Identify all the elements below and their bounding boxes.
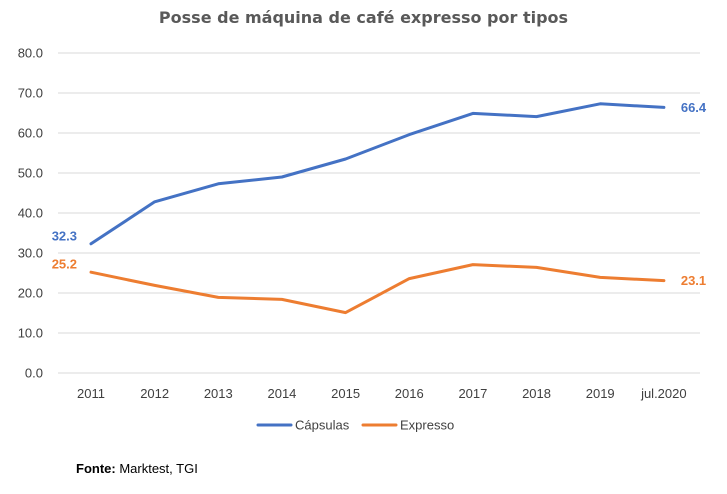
source-text: Marktest, TGI: [115, 461, 198, 476]
y-tick-label: 10.0: [18, 326, 43, 341]
y-tick-label: 50.0: [18, 166, 43, 181]
legend-label: Expresso: [400, 418, 454, 433]
series-line-0: [89, 102, 666, 246]
data-label-start: 25.2: [52, 257, 77, 272]
y-tick-label: 20.0: [18, 286, 43, 301]
x-tick-label: 2011: [77, 386, 105, 401]
series-lines: [89, 102, 666, 315]
y-tick-label: 0.0: [25, 366, 43, 381]
y-tick-label: 80.0: [18, 46, 43, 61]
x-tick-label: 2015: [331, 386, 360, 401]
gridlines: [58, 52, 700, 374]
source-label: Fonte:: [76, 461, 116, 476]
legend: Cápsulas Expresso: [256, 418, 454, 433]
y-tick-label: 70.0: [18, 86, 43, 101]
data-labels: 32.3 66.4 25.2 23.1: [52, 100, 707, 288]
x-tick-label: 2013: [204, 386, 233, 401]
y-tick-label: 40.0: [18, 206, 43, 221]
x-tick-label: 2018: [522, 386, 551, 401]
series-line-1: [89, 263, 666, 315]
chart-title: Posse de máquina de café expresso por ti…: [158, 8, 569, 27]
x-tick-label: 2012: [140, 386, 169, 401]
x-tick-label: 2016: [395, 386, 424, 401]
legend-label: Cápsulas: [295, 418, 350, 433]
source-note: Fonte: Marktest, TGI: [76, 461, 198, 476]
data-label-start: 32.3: [52, 228, 77, 243]
y-tick-label: 60.0: [18, 126, 43, 141]
y-axis-tick-labels: 0.0 10.0 20.0 30.0 40.0 50.0 60.0 70.0 80.0: [18, 46, 43, 381]
x-tick-label: 2014: [267, 386, 296, 401]
data-label-end: 66.4: [681, 100, 707, 115]
x-tick-label: 2017: [458, 386, 487, 401]
x-axis-tick-labels: 2011 2012 2013 2014 2015 2016 2017 2018 2019 jul.…: [77, 386, 687, 401]
x-tick-label: jul.2020: [640, 386, 687, 401]
data-label-end: 23.1: [681, 273, 706, 288]
x-tick-label: 2019: [586, 386, 615, 401]
y-tick-label: 30.0: [18, 246, 43, 261]
